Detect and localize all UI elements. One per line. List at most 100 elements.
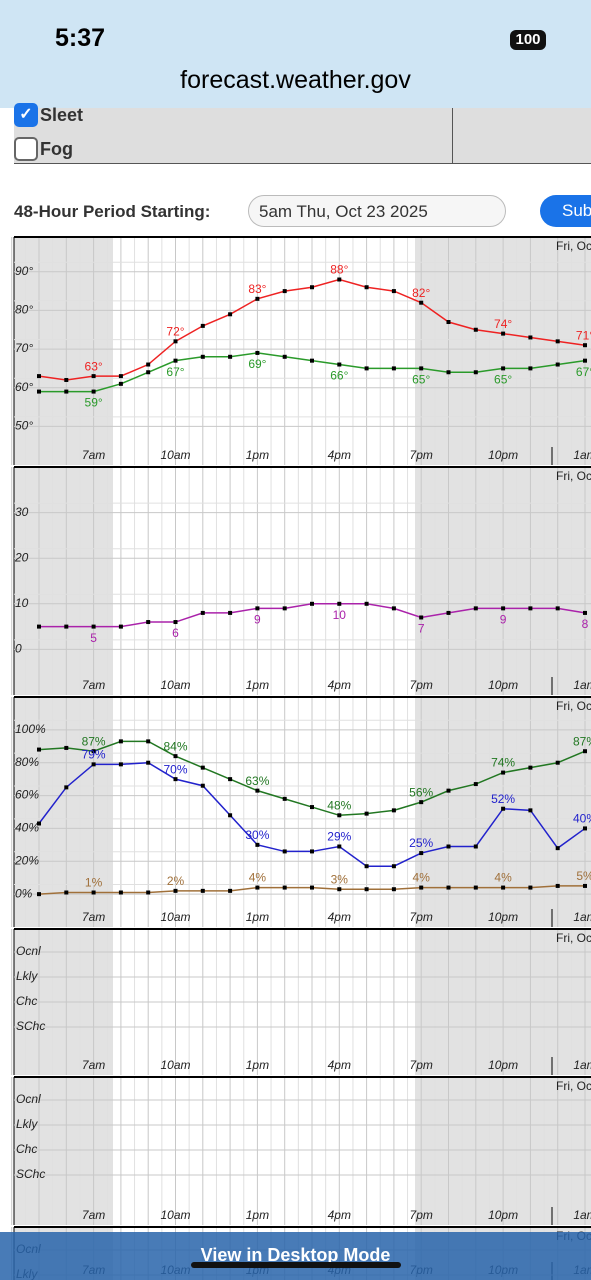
data-point bbox=[228, 813, 233, 818]
data-point bbox=[310, 849, 314, 854]
x-tick-label: 10pm bbox=[488, 910, 518, 924]
data-point bbox=[337, 601, 342, 606]
data-point bbox=[473, 327, 478, 332]
submit-button[interactable]: Submit bbox=[540, 195, 591, 227]
divider bbox=[452, 108, 453, 163]
data-point bbox=[37, 624, 41, 629]
data-point bbox=[419, 800, 424, 805]
x-tick-label: 1am bbox=[573, 678, 591, 692]
data-label: 30% bbox=[245, 828, 269, 842]
x-tick-label: 4pm bbox=[328, 678, 351, 692]
data-point bbox=[91, 389, 96, 394]
x-tick-label: 7am bbox=[82, 910, 105, 924]
data-point bbox=[555, 846, 560, 851]
data-label: 74° bbox=[494, 317, 512, 331]
data-point bbox=[446, 370, 451, 375]
data-point bbox=[555, 760, 560, 765]
data-point bbox=[528, 808, 533, 813]
night-shade bbox=[14, 467, 113, 695]
checkbox-label: Sleet bbox=[40, 104, 84, 125]
data-point bbox=[337, 813, 342, 818]
data-point bbox=[528, 765, 533, 770]
x-tick-label: 1am bbox=[573, 1058, 591, 1072]
data-point bbox=[583, 358, 587, 363]
data-point bbox=[118, 762, 123, 767]
data-label: 2% bbox=[167, 874, 185, 888]
data-point bbox=[501, 606, 506, 611]
data-point bbox=[473, 782, 478, 787]
data-point bbox=[228, 777, 233, 782]
y-tick-label: 60° bbox=[15, 380, 33, 394]
x-tick-label: 7pm bbox=[410, 910, 433, 924]
date-label: Fri, Oct 24 bbox=[556, 931, 591, 945]
data-point bbox=[337, 844, 342, 849]
data-point bbox=[473, 606, 478, 611]
x-tick-label: 10am bbox=[160, 678, 190, 692]
data-point bbox=[228, 354, 233, 359]
checkbox-row[interactable]: ✓ Sleet bbox=[14, 103, 83, 127]
data-point bbox=[446, 885, 451, 890]
data-point bbox=[282, 289, 287, 294]
x-tick-label: 7am bbox=[82, 1058, 105, 1072]
data-point bbox=[473, 370, 478, 375]
data-label: 9 bbox=[254, 613, 261, 627]
data-label: 1% bbox=[85, 876, 103, 890]
data-label: 72° bbox=[166, 325, 184, 339]
x-tick-label: 4pm bbox=[328, 448, 351, 462]
checkbox[interactable] bbox=[14, 137, 38, 161]
y-tick-label: 0% bbox=[15, 886, 33, 900]
data-label: 87% bbox=[82, 734, 106, 748]
data-point bbox=[37, 374, 41, 379]
data-point bbox=[528, 606, 533, 611]
y-tick-label: 10 bbox=[15, 596, 29, 610]
data-point bbox=[91, 890, 96, 895]
data-point bbox=[419, 615, 424, 620]
data-point bbox=[255, 788, 260, 793]
data-point bbox=[528, 366, 533, 371]
data-label: 8 bbox=[582, 617, 589, 631]
data-label: 79% bbox=[82, 748, 106, 762]
x-tick-label: 1pm bbox=[246, 448, 269, 462]
data-point bbox=[391, 887, 396, 892]
data-point bbox=[337, 277, 342, 282]
data-label: 4% bbox=[413, 871, 431, 885]
x-tick-label: 10pm bbox=[488, 448, 518, 462]
x-tick-label: 7pm bbox=[410, 448, 433, 462]
data-label: 65° bbox=[412, 373, 430, 387]
data-point bbox=[583, 343, 587, 348]
x-tick-label: 7pm bbox=[410, 678, 433, 692]
data-label: 4% bbox=[249, 871, 267, 885]
url-bar[interactable]: forecast.weather.gov bbox=[180, 66, 411, 94]
desktop-banner[interactable] bbox=[0, 1232, 591, 1280]
data-point bbox=[91, 374, 96, 379]
data-point bbox=[310, 285, 314, 290]
checkbox-row[interactable]: Fog bbox=[14, 137, 73, 161]
data-label: 84% bbox=[163, 739, 187, 753]
data-point bbox=[200, 783, 205, 788]
checkbox[interactable]: ✓ bbox=[14, 103, 38, 127]
data-label: 66° bbox=[330, 369, 348, 383]
data-point bbox=[37, 821, 41, 826]
data-point bbox=[337, 887, 342, 892]
x-tick-label: 10am bbox=[160, 1058, 190, 1072]
y-category-label: Lkly bbox=[16, 969, 38, 983]
status-bar: 5:37 100 forecast.weather.gov bbox=[0, 0, 591, 108]
data-label: 9 bbox=[500, 613, 507, 627]
data-point bbox=[364, 887, 369, 892]
data-point bbox=[173, 777, 178, 782]
period-select[interactable]: 5am Thu, Oct 23 2025 bbox=[248, 195, 506, 227]
y-category-label: Chc bbox=[16, 994, 37, 1008]
data-point bbox=[583, 883, 587, 888]
panel: 7am 10am 1pm 4pm 7pm 10pm 1am Fri, Oct 24 50° 60°… bbox=[11, 236, 591, 465]
data-point bbox=[310, 805, 314, 810]
data-point bbox=[282, 796, 287, 801]
x-tick-label: 10am bbox=[160, 1208, 190, 1222]
y-tick-label: 30 bbox=[15, 505, 29, 519]
data-point bbox=[173, 888, 178, 893]
data-point bbox=[446, 788, 451, 793]
x-tick-label: 1am bbox=[573, 910, 591, 924]
desktop-mode-link[interactable]: View in Desktop Mode bbox=[200, 1245, 391, 1265]
data-point bbox=[364, 811, 369, 816]
data-point bbox=[501, 366, 506, 371]
